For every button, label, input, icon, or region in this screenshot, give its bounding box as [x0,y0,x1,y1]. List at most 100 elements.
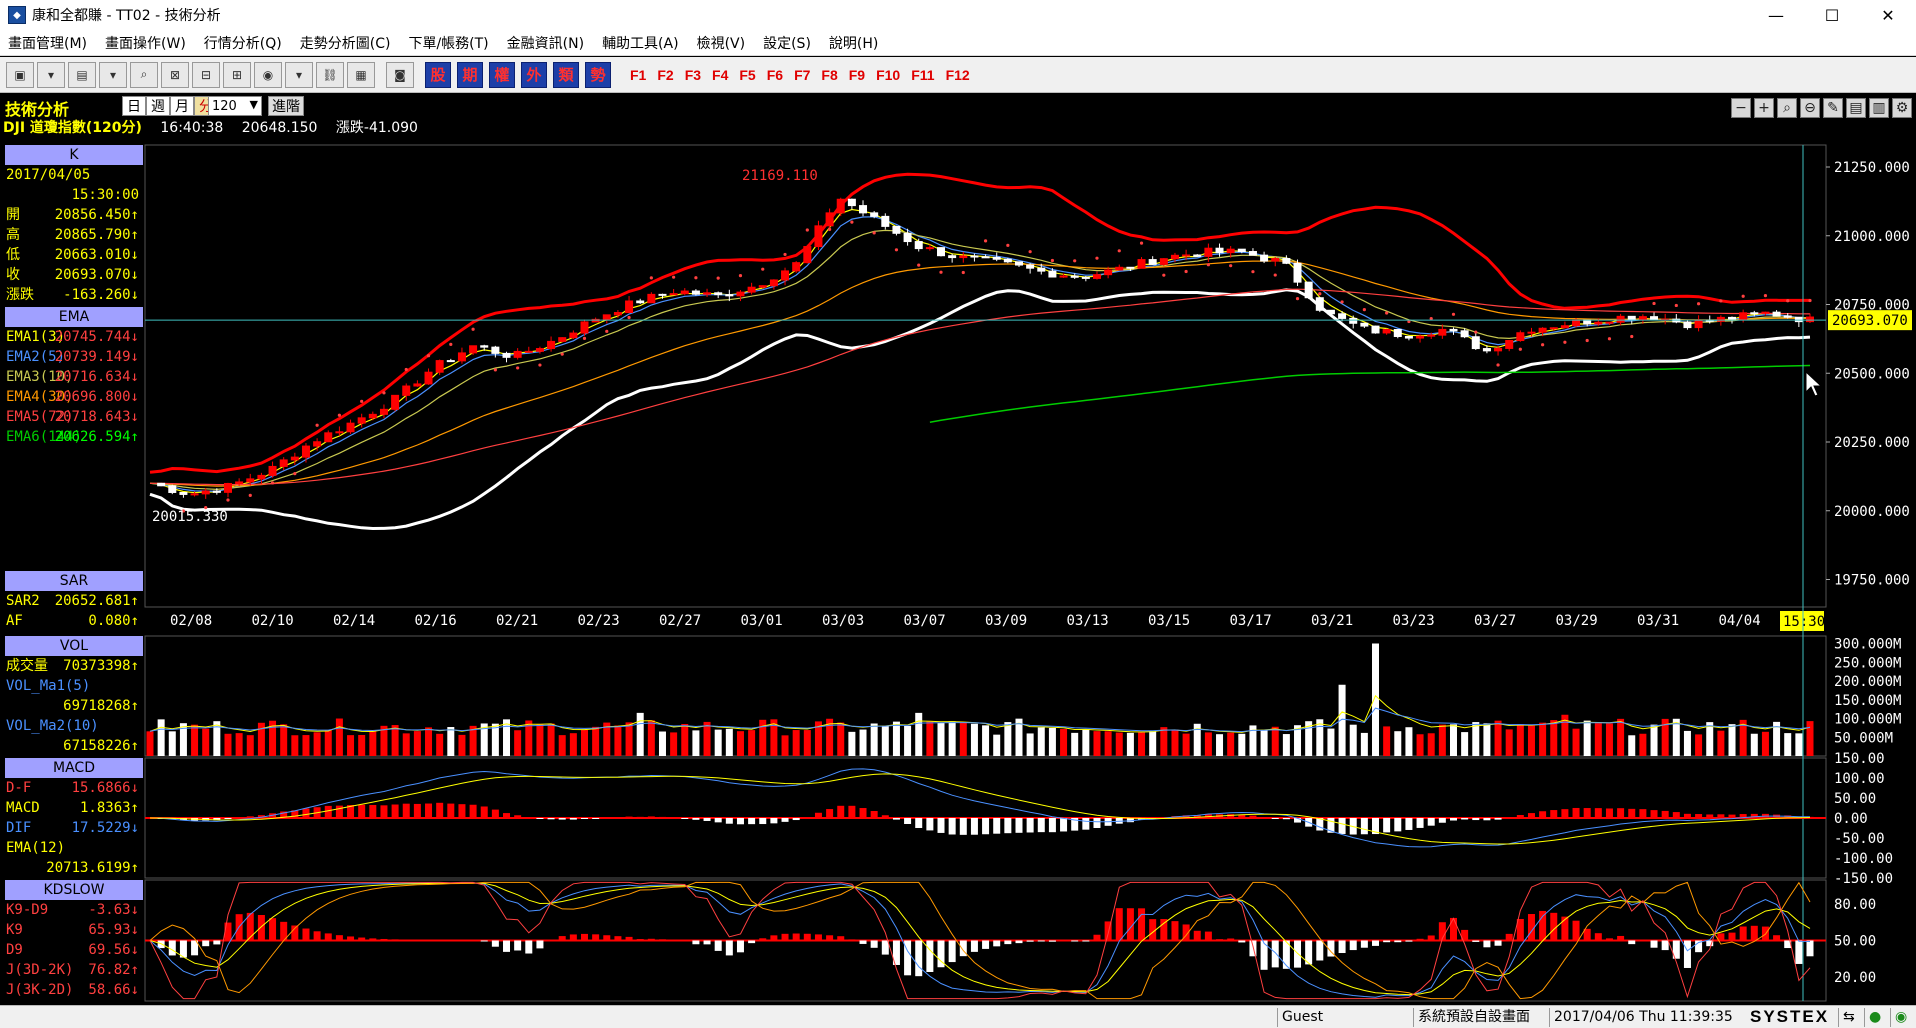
period-day-button[interactable]: 日 [122,96,146,116]
f2-button[interactable]: F2 [657,66,674,83]
f1-button[interactable]: F1 [630,66,647,83]
close-window-icon[interactable]: ⊠ [161,61,189,88]
draw-tool-icon[interactable]: ✎ [1823,98,1843,118]
volume-bar [625,722,633,756]
price-tick-label: 20500.000 [1834,366,1910,382]
tile-icon[interactable]: ⊟ [192,61,220,88]
f3-button[interactable]: F3 [684,66,702,83]
macd-histogram-bar [547,818,555,820]
macd-histogram-bar [1271,818,1279,819]
kd-label: K9-D9 [6,902,49,918]
macd-signal-line [149,773,1811,845]
f12-button[interactable]: F12 [945,66,970,83]
volume-bar [369,731,377,756]
volume-bar [1806,721,1814,756]
kd-histogram-bar [369,938,377,941]
candle-body [1560,325,1569,329]
macd-histogram-bar [1405,818,1413,830]
dropdown-icon[interactable]: ▾ [285,61,313,88]
candle-body [725,294,734,297]
candle-body [1215,247,1224,254]
sar-dot [1028,250,1032,254]
category-button[interactable]: 類 [553,61,579,88]
settings-icon[interactable]: ⚙ [1892,98,1912,118]
dropdown-icon[interactable]: ▾ [99,61,127,88]
window-layout-icon[interactable]: ▣ [6,61,34,88]
f7-button[interactable]: F7 [794,66,811,83]
foreign-button[interactable]: 外 [521,61,547,88]
kd-histogram-bar [670,939,678,941]
chart-canvas[interactable]: 21250.000 21000.000 20750.000 20500.000 2025… [0,0,1916,1005]
price-tick-label: 21000.000 [1834,229,1910,245]
menu-financial-info[interactable]: 金融資訊(N) [506,35,585,52]
menu-help[interactable]: 說明(H) [828,35,879,52]
candle-body [1282,258,1291,264]
maximize-button[interactable]: ☐ [1824,5,1840,25]
f4-button[interactable]: F4 [712,66,729,83]
split-icon[interactable]: ⊞ [223,61,251,88]
volume-bar [803,730,811,756]
f9-button[interactable]: F9 [848,66,866,83]
volume-bar [881,725,889,756]
options-button[interactable]: 權 [489,61,515,88]
chart-icon[interactable]: ▦ [347,61,375,88]
f8-button[interactable]: F8 [821,66,838,83]
menu-screen-operate[interactable]: 畫面操作(W) [105,35,186,52]
macd-histogram-bar [937,818,945,833]
bar-count-select[interactable]: 120 ▼ [208,96,262,116]
side-k-header: K [5,145,143,165]
monitor-icon[interactable]: ◙ [386,61,414,88]
zoom-out-icon[interactable]: − [1731,98,1751,118]
volume-bar [569,733,577,756]
print-icon[interactable]: ▥ [1869,98,1889,118]
candle-body [914,241,923,250]
kd-histogram-bar [725,940,733,956]
zoom-in-icon[interactable]: + [1754,98,1774,118]
save-screen-icon[interactable]: ▤ [68,61,96,88]
f11-button[interactable]: F11 [911,66,935,83]
kd-histogram-bar [781,933,789,941]
close-button[interactable]: ✕ [1881,5,1895,25]
sar-dot [270,481,275,485]
period-week-button[interactable]: 週 [146,96,170,116]
minimize-button[interactable]: — [1768,5,1784,25]
volume-bar [948,721,956,756]
search-icon[interactable]: ⌕ [130,61,158,88]
advanced-button[interactable]: 進階 [268,96,304,116]
menu-settings[interactable]: 設定(S) [763,35,811,52]
macd-histogram-bar [257,815,265,818]
candle-body [970,255,979,258]
f5-button[interactable]: F5 [739,66,756,83]
kd-row: K9-D9 -3.63↓ [5,900,143,920]
kd-histogram-bar [1472,940,1480,942]
link-icon[interactable]: ⛓ [316,61,344,88]
stock-button[interactable]: 股 [425,61,451,88]
macd-histogram-bar [1227,814,1235,818]
volume-bar [1449,724,1457,756]
j2-line [149,881,1811,1000]
menu-tools[interactable]: 輔助工具(A) [602,35,679,52]
dropdown-icon[interactable]: ▾ [37,61,65,88]
kd-histogram-bar [1784,940,1792,949]
menu-trend-chart[interactable]: 走勢分析圖(C) [299,35,391,52]
kd-histogram-bar [948,940,956,963]
macd-histogram-bar [1806,816,1814,818]
period-month-button[interactable]: 月 [170,96,194,116]
futures-button[interactable]: 期 [457,61,483,88]
volume-bar [380,725,388,756]
menu-order-account[interactable]: 下單/帳務(T) [408,35,489,52]
save-icon[interactable]: ▤ [1846,98,1866,118]
f6-button[interactable]: F6 [766,66,784,83]
macd-histogram-bar [915,818,923,828]
trend-button[interactable]: 勢 [585,61,611,88]
magnify-minus-icon[interactable]: ⊖ [1800,98,1820,118]
menu-screen-manage[interactable]: 畫面管理(M) [8,35,88,52]
menu-quote-analysis[interactable]: 行情分析(Q) [203,35,282,52]
magnify-icon[interactable]: ⌕ [1777,98,1797,118]
menu-view[interactable]: 檢視(V) [696,35,746,52]
globe-icon[interactable]: ◉ [254,61,282,88]
ema3-line [149,229,1811,491]
date-tick-label: 04/04 [1719,613,1761,629]
f10-button[interactable]: F10 [876,66,901,83]
kd-histogram-bar [569,934,577,941]
